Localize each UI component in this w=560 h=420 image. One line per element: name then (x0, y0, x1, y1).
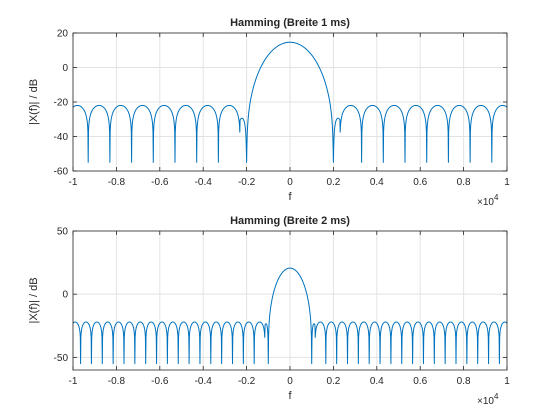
x-tick-label: 0.4 (370, 376, 384, 387)
x-tick-label: 0.2 (326, 376, 340, 387)
x-tick-label: -0.6 (151, 376, 169, 387)
subplot-1-title: Hamming (Breite 1 ms) (230, 17, 350, 29)
subplot-1: -1 -0.8 -0.6 -0.4 -0.2 0 0.2 0.4 0.6 0.8 1 -60 -40 -2… (28, 17, 510, 208)
subplot-2-x-exponent: ×104 (477, 392, 499, 407)
subplot-1-spectrum-line (72, 41, 508, 163)
y-tick-label: 50 (57, 227, 69, 238)
y-tick-label: 20 (57, 29, 69, 40)
subplot-1-x-exponent-power: 4 (494, 193, 499, 202)
y-tick-label: -60 (54, 167, 69, 178)
x-tick-label: -0.2 (238, 177, 256, 188)
y-tick-label: -20 (54, 98, 69, 109)
x-tick-label: 1 (504, 376, 510, 387)
x-tick-label: 0 (287, 177, 293, 188)
subplot-2-ylabel: |X(f)| / dB (28, 277, 40, 323)
subplot-2-x-exponent-power: 4 (494, 392, 499, 401)
subplot-1-axes-box (72, 32, 508, 172)
y-tick-label: -50 (54, 353, 69, 364)
subplot-1-grid (72, 32, 508, 172)
x-tick-label: -0.8 (108, 376, 126, 387)
x-tick-label: 0 (287, 376, 293, 387)
x-tick-label: 1 (504, 177, 510, 188)
subplot-2-x-exponent-base: ×10 (477, 396, 494, 407)
x-tick-label: -0.4 (195, 177, 213, 188)
subplot-2-axes-box (72, 230, 508, 371)
x-tick-label: -0.4 (195, 376, 213, 387)
x-tick-label: -1 (69, 177, 78, 188)
subplot-1-x-exponent: ×104 (477, 193, 499, 208)
subplot-2-grid (72, 230, 508, 370)
y-tick-label: 0 (62, 290, 68, 301)
x-tick-label: -1 (69, 376, 78, 387)
x-tick-label: 0.8 (457, 177, 471, 188)
y-tick-label: -40 (54, 132, 69, 143)
x-tick-label: -0.8 (108, 177, 126, 188)
subplot-2-spectrum-line (72, 267, 508, 365)
x-tick-label: 0.2 (326, 177, 340, 188)
subplot-1-xlabel: f (288, 191, 292, 203)
x-tick-label: 0.6 (413, 376, 427, 387)
x-tick-label: 0.4 (370, 177, 384, 188)
y-tick-label: 0 (62, 63, 68, 74)
x-tick-label: -0.2 (238, 376, 256, 387)
subplot-2: -1 -0.8 -0.6 -0.4 -0.2 0 0.2 0.4 0.6 0.8 1 -50 0 50 H… (28, 215, 510, 407)
subplot-1-ylabel: |X(f)| / dB (28, 79, 40, 125)
x-tick-label: 0.6 (413, 177, 427, 188)
x-tick-label: 0.8 (457, 376, 471, 387)
subplot-2-title: Hamming (Breite 2 ms) (230, 215, 350, 227)
subplot-2-ticks: -1 -0.8 -0.6 -0.4 -0.2 0 0.2 0.4 0.6 0.8 1 -50 0 50 (54, 227, 511, 388)
subplot-1-x-exponent-base: ×10 (477, 197, 494, 208)
x-tick-label: -0.6 (151, 177, 169, 188)
subplot-1-ticks: -1 -0.8 -0.6 -0.4 -0.2 0 0.2 0.4 0.6 0.8 1 -60 -40 -2… (54, 29, 511, 189)
subplot-2-xlabel: f (288, 390, 292, 402)
